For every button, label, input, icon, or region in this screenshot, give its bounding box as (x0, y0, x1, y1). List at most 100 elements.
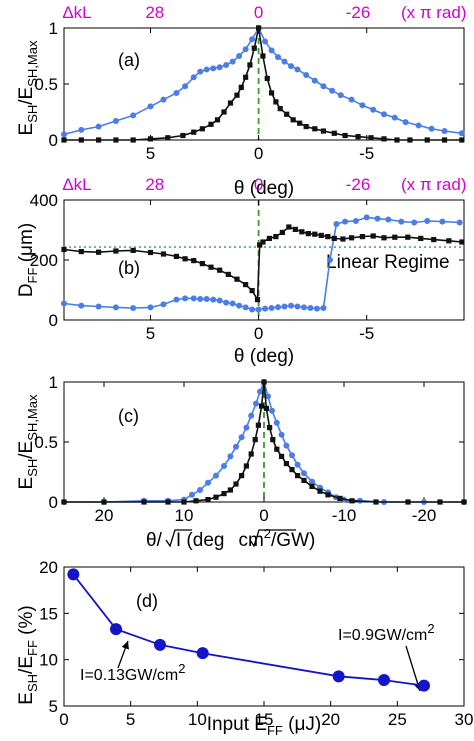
data-point (233, 481, 239, 487)
data-point (160, 301, 167, 308)
data-point (407, 137, 413, 143)
data-point (238, 434, 245, 441)
x-tick-label: 20 (321, 710, 340, 729)
data-point (359, 102, 366, 109)
data-point (208, 121, 214, 127)
data-point (284, 111, 290, 117)
data-point (317, 488, 323, 494)
data-point (248, 451, 254, 457)
data-point (199, 261, 205, 267)
label-background (324, 252, 452, 273)
data-point (398, 218, 405, 225)
data-point (78, 249, 84, 255)
data-point (113, 248, 119, 254)
data-point (441, 137, 448, 143)
data-point (249, 306, 256, 313)
data-point (238, 84, 244, 90)
data-point (95, 249, 102, 255)
data-point (370, 233, 376, 239)
data-point (199, 126, 205, 132)
data-point (67, 568, 80, 581)
data-point (274, 446, 280, 452)
data-point (286, 224, 292, 230)
data-point (394, 137, 400, 143)
data-point (217, 267, 223, 273)
data-point (303, 72, 310, 79)
data-point (331, 235, 337, 241)
data-point (78, 126, 85, 133)
phase-mismatch-label: (x π rad) (401, 175, 467, 194)
data-point (292, 226, 298, 232)
data-point (182, 256, 188, 262)
data-point (281, 303, 288, 310)
data-point (374, 215, 381, 222)
data-point (405, 234, 411, 240)
data-point (252, 437, 258, 443)
data-point (147, 249, 154, 256)
data-point (205, 497, 211, 503)
data-point (461, 499, 467, 505)
data-point (289, 452, 295, 459)
data-point (165, 135, 171, 141)
x-axis-label: Input EFF (μJ) (207, 714, 322, 738)
x-tick-label: -20 (412, 506, 437, 525)
data-point (294, 461, 301, 468)
data-point (165, 499, 171, 505)
data-point (130, 137, 136, 143)
data-point (210, 65, 217, 72)
data-point (196, 647, 209, 660)
data-point (325, 492, 331, 498)
y-axis-label: ESH/ESH,Max (16, 40, 40, 135)
data-point (208, 264, 214, 270)
phase-mismatch-label: 0 (254, 3, 263, 22)
data-point (290, 117, 296, 123)
phase-mismatch-label: ΔkL (62, 3, 91, 22)
data-point (255, 25, 262, 31)
data-point (261, 379, 267, 385)
phase-mismatch-label: 28 (145, 3, 164, 22)
data-point (130, 305, 137, 311)
data-point (459, 239, 465, 245)
data-point (446, 238, 452, 244)
data-point (254, 297, 261, 303)
data-point (147, 136, 154, 142)
data-point (301, 477, 307, 483)
data-point (239, 473, 245, 479)
data-point (243, 74, 249, 80)
data-point (190, 295, 197, 302)
x-tick-label: 5 (126, 710, 135, 729)
data-point (299, 229, 305, 235)
data-point (342, 132, 348, 139)
data-point (249, 36, 256, 43)
data-point (257, 242, 263, 248)
phase-mismatch-label: (x π rad) (401, 3, 467, 22)
data-point (392, 234, 398, 240)
data-point (349, 498, 355, 504)
panel-label: (a) (118, 50, 140, 70)
data-point (203, 66, 210, 73)
data-point (264, 75, 270, 81)
data-point (381, 111, 387, 118)
y-axis-label: ESH/EFF (%) (16, 605, 40, 704)
data-point (439, 218, 446, 225)
data-point (242, 304, 249, 311)
x-tick-label: 0 (254, 324, 263, 343)
data-point (78, 302, 85, 309)
y-axis-label: DFF (μm) (16, 223, 40, 297)
data-point (294, 66, 301, 73)
data-point (428, 125, 435, 132)
data-point (154, 638, 166, 651)
x-axis-label: θ (deg) (234, 178, 294, 199)
data-point (173, 253, 180, 259)
data-point (320, 83, 327, 90)
data-point (182, 83, 189, 90)
data-point (242, 46, 249, 53)
data-point (181, 499, 187, 505)
data-point (458, 130, 465, 137)
data-point (283, 442, 290, 449)
data-point (173, 89, 180, 96)
y-tick-label: 0.5 (34, 75, 58, 94)
data-point (255, 422, 261, 428)
data-point (191, 129, 197, 135)
data-point (110, 623, 122, 636)
